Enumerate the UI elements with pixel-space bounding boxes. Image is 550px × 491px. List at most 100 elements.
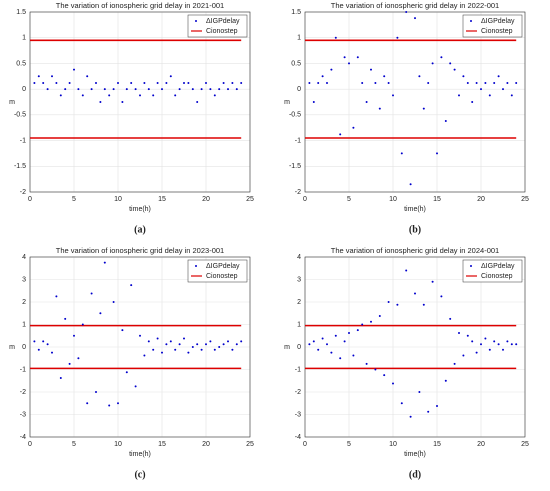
data-point (449, 317, 452, 320)
data-point (81, 94, 84, 97)
data-point (130, 81, 133, 84)
y-tick-label: -1.5 (14, 163, 26, 170)
y-tick-label: -1.5 (289, 163, 301, 170)
y-tick-label: 0 (297, 344, 301, 351)
data-point (312, 340, 315, 343)
legend-label: Cionostep (481, 28, 513, 35)
x-tick-label: 25 (246, 196, 254, 203)
data-point (81, 323, 84, 326)
data-point (405, 269, 408, 272)
x-tick-label: 25 (521, 441, 529, 448)
data-point (475, 351, 478, 354)
y-tick-label: -1 (20, 137, 26, 144)
legend-marker (470, 265, 472, 267)
data-point (37, 348, 40, 351)
data-point (383, 374, 386, 377)
chart-title: The variation of ionospheric grid delay … (331, 1, 499, 10)
data-point (326, 81, 328, 84)
data-point (187, 351, 190, 354)
data-point (196, 343, 199, 346)
data-point (152, 348, 155, 351)
x-tick-label: 15 (433, 441, 441, 448)
data-point (161, 351, 163, 354)
data-point (480, 88, 482, 91)
y-tick-label: -3 (20, 411, 26, 418)
data-point (231, 348, 234, 351)
data-point (196, 101, 199, 103)
plot-frame (29, 11, 251, 193)
y-tick-label: 1 (22, 321, 26, 328)
legend-marker (195, 20, 197, 22)
data-point (240, 81, 243, 84)
data-point (139, 334, 141, 337)
x-axis-label: time(h) (404, 206, 426, 213)
data-point (209, 340, 212, 343)
data-point (64, 88, 67, 91)
y-tick-label: 2 (297, 299, 301, 306)
data-point (444, 120, 447, 123)
data-point (484, 337, 487, 340)
data-point (117, 402, 119, 405)
data-point (205, 81, 207, 84)
data-point (73, 68, 75, 71)
data-point (55, 295, 58, 298)
data-point (449, 62, 452, 65)
data-point (51, 351, 53, 354)
data-point (374, 368, 377, 371)
data-point (488, 94, 491, 97)
y-tick-label: -1 (295, 366, 301, 373)
data-point (480, 343, 482, 346)
data-point (46, 88, 49, 91)
data-point (427, 410, 430, 413)
data-point (409, 415, 412, 418)
x-tick-label: 15 (433, 196, 441, 203)
data-point (42, 340, 45, 343)
data-point (77, 88, 80, 91)
data-point (227, 88, 229, 91)
data-point (37, 75, 40, 78)
data-point (169, 75, 172, 78)
x-tick-label: 5 (72, 441, 76, 448)
data-point (334, 334, 337, 337)
data-point (222, 343, 225, 346)
data-point (414, 292, 416, 295)
legend-marker (195, 265, 197, 267)
chart-title: The variation of ionospheric grid delay … (56, 246, 224, 255)
data-point (339, 133, 342, 136)
y-tick-label: -2 (295, 389, 301, 396)
data-point (209, 88, 212, 91)
legend-box (187, 14, 248, 38)
data-point (387, 81, 390, 84)
data-point (471, 101, 474, 103)
y-tick-label: -1 (20, 366, 26, 373)
data-point (183, 337, 185, 340)
data-point (117, 81, 119, 84)
y-tick-label: 0.5 (16, 60, 26, 67)
data-point (33, 340, 36, 343)
data-point (458, 332, 460, 335)
y-tick-label: 3 (22, 276, 26, 283)
y-tick-label: 4 (22, 254, 26, 261)
data-point (436, 152, 438, 155)
y-axis-label: m (9, 99, 15, 106)
y-tick-label: -3 (295, 411, 301, 418)
data-point (90, 88, 93, 91)
data-point (68, 362, 71, 365)
plot-frame (304, 11, 526, 193)
data-point (169, 340, 172, 343)
x-tick-label: 15 (158, 196, 166, 203)
y-tick-label: 1 (22, 35, 26, 42)
data-point (205, 343, 207, 346)
data-point (356, 56, 359, 59)
data-point (191, 346, 194, 348)
data-point (352, 354, 355, 357)
data-point (343, 56, 346, 59)
x-tick-label: 0 (28, 441, 32, 448)
data-point (352, 126, 355, 129)
x-tick-label: 10 (114, 441, 122, 448)
y-tick-label: -2 (20, 189, 26, 196)
data-point (356, 329, 359, 332)
data-point (506, 340, 509, 343)
y-tick-label: 0 (22, 86, 26, 93)
legend-label: ΔIGPdelay (481, 263, 515, 270)
